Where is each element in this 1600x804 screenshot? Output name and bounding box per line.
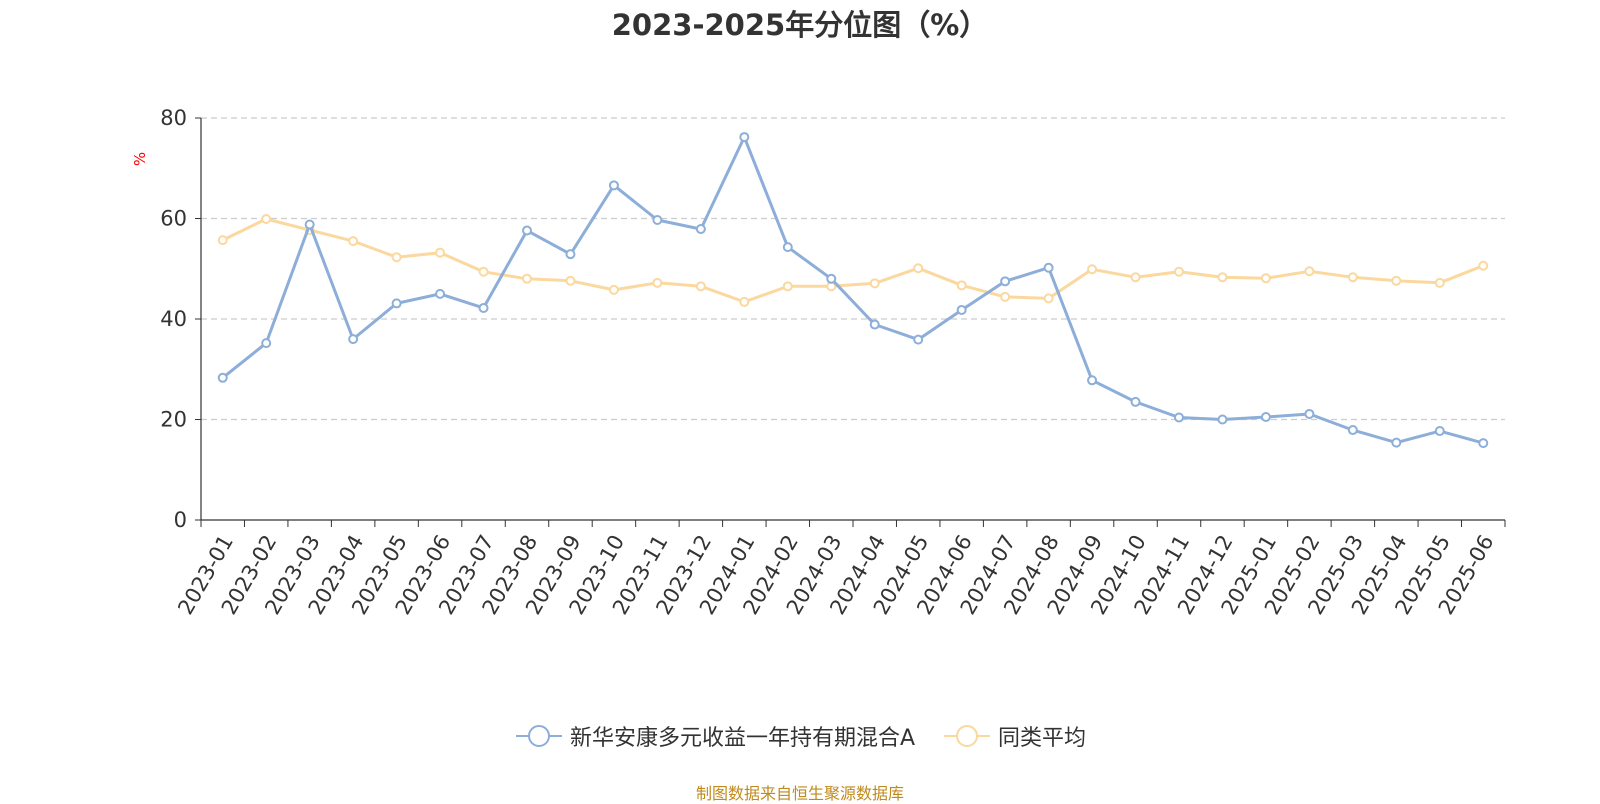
point-series-b <box>739 296 750 307</box>
point-series-a <box>1260 411 1271 422</box>
legend-marker-series-a <box>515 725 562 747</box>
y-tick-label: 60 <box>160 207 187 231</box>
legend-marker-series-b <box>944 725 991 747</box>
point-series-a <box>522 225 532 236</box>
line-series-a <box>221 135 1484 445</box>
point-series-a <box>652 215 663 226</box>
point-series-b <box>608 284 619 295</box>
point-series-b <box>956 280 967 291</box>
point-series-a <box>435 288 446 299</box>
point-series-b <box>217 235 228 246</box>
point-series-a <box>826 273 837 284</box>
point-series-b <box>1217 272 1228 283</box>
point-series-b <box>565 275 576 286</box>
point-series-a <box>1000 276 1011 287</box>
point-series-b <box>348 236 359 247</box>
chart-title: 2023-2025年分位图（%） <box>611 8 989 42</box>
point-series-a <box>1087 375 1098 386</box>
point-series-b <box>522 273 532 284</box>
point-series-a <box>1043 262 1054 273</box>
point-series-a <box>304 219 315 230</box>
point-series-a <box>869 319 880 330</box>
point-series-a <box>478 302 489 313</box>
point-series-a <box>695 224 706 235</box>
point-series-a <box>1217 414 1228 425</box>
point-series-b <box>1130 272 1141 283</box>
point-series-a <box>1478 438 1489 449</box>
point-series-a <box>348 334 359 345</box>
point-series-b <box>435 247 446 258</box>
point-series-b <box>1304 266 1315 277</box>
point-series-a <box>1130 396 1141 407</box>
y-tick-label: 0 <box>174 508 187 532</box>
point-series-a <box>1347 425 1358 436</box>
point-series-b <box>1434 277 1445 288</box>
point-series-a <box>1391 437 1402 448</box>
point-series-b <box>1478 260 1489 271</box>
y-tick-label: 80 <box>160 106 187 130</box>
point-series-b <box>782 281 793 292</box>
point-series-a <box>956 304 967 315</box>
point-series-a <box>217 372 228 383</box>
point-series-b <box>391 252 402 263</box>
point-series-b <box>869 278 880 289</box>
line-chart: 0204060802023-012023-022023-032023-04202… <box>160 106 1506 619</box>
point-series-a <box>1434 426 1445 437</box>
point-series-b <box>652 277 663 288</box>
point-series-b <box>478 266 489 277</box>
point-series-a <box>1174 412 1184 423</box>
legend-label-series-b: 同类平均 <box>998 726 1087 751</box>
point-series-b <box>261 214 272 225</box>
point-series-b <box>1000 291 1011 302</box>
point-series-a <box>261 338 272 349</box>
data-source-note: 制图数据来自恒生聚源数据库 <box>695 784 904 803</box>
legend-item-series-b[interactable]: 同类平均 <box>942 720 1086 752</box>
legend: 新华安康多元收益一年持有期混合A 同类平均 <box>0 720 1600 752</box>
point-series-a <box>913 334 924 345</box>
point-series-a <box>608 180 619 191</box>
line-series-b <box>222 217 1484 304</box>
point-series-b <box>1260 273 1271 284</box>
y-tick-label: 20 <box>160 408 187 432</box>
y-tick-label: 40 <box>160 307 187 331</box>
point-series-a <box>1304 408 1315 419</box>
point-series-b <box>1043 293 1054 304</box>
point-series-a <box>782 242 793 253</box>
point-series-b <box>1391 275 1402 286</box>
legend-item-series-a[interactable]: 新华安康多元收益一年持有期混合A <box>514 720 915 752</box>
point-series-b <box>1347 272 1358 283</box>
legend-label-series-a: 新华安康多元收益一年持有期混合A <box>569 726 916 751</box>
point-series-b <box>913 263 924 274</box>
point-series-a <box>739 132 750 143</box>
point-series-a <box>565 249 576 260</box>
point-series-b <box>695 281 706 292</box>
point-series-b <box>1174 266 1184 277</box>
point-series-a <box>391 298 402 309</box>
point-series-b <box>1087 264 1098 275</box>
